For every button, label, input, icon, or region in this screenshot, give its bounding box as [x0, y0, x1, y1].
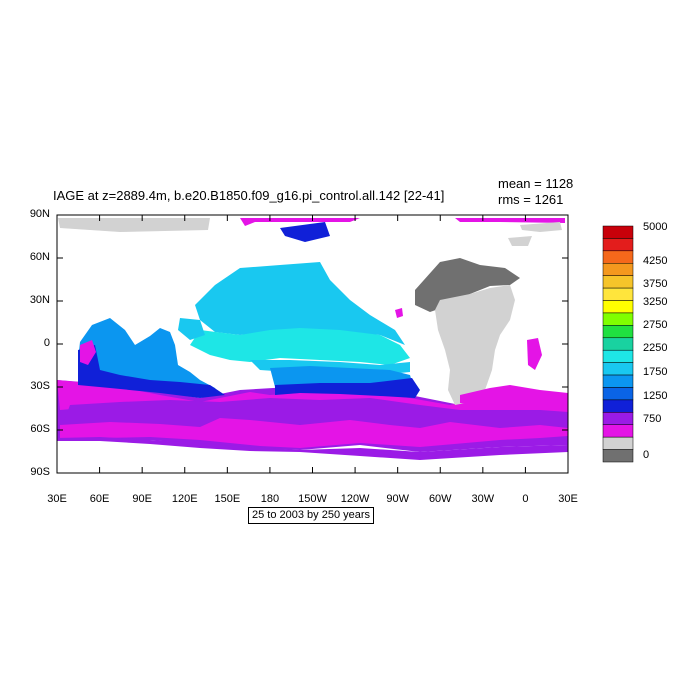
colorbar-swatch: [602, 275, 634, 289]
x-tick-label: 120E: [171, 493, 198, 505]
indian-ocean-blue: [78, 345, 225, 398]
colorbar-label: 2250: [643, 342, 668, 354]
x-tick-label: 0: [522, 493, 529, 505]
colorbar-label: 0: [643, 449, 650, 461]
colorbar-label: 2750: [643, 319, 668, 331]
southern-magenta-band: [60, 418, 568, 448]
north-atlantic-gray-dark: [415, 258, 520, 312]
colorbar-label: 4250: [643, 255, 668, 267]
colorbar-swatch: [602, 412, 634, 425]
x-tick-label: 60W: [428, 493, 452, 505]
x-tick-label: 60E: [89, 493, 110, 505]
colorbar-swatch: [602, 424, 634, 438]
tropical-pacific-cyan: [190, 328, 410, 365]
arctic-gray-region: [58, 218, 210, 232]
colorbar-swatch: [602, 250, 634, 264]
south-pacific-blue: [275, 378, 420, 398]
atlantic-gray-light: [435, 285, 515, 405]
x-tick-label: 30E: [558, 493, 578, 505]
colorbar-swatch: [602, 300, 634, 314]
colorbar-swatch: [602, 325, 634, 339]
colorbar-label: 1750: [643, 366, 668, 378]
north-pacific-sky: [195, 262, 405, 345]
arabian-sea-magenta: [80, 340, 96, 365]
range-note: 25 to 2003 by 250 years: [248, 507, 374, 524]
colorbar-swatch: [602, 349, 634, 363]
colorbar-swatch: [602, 263, 634, 276]
colorbar-label: 3750: [643, 278, 668, 290]
x-tick-label: 30W: [471, 493, 495, 505]
x-tick-label: 90E: [132, 493, 152, 505]
arctic-blue-patch: [280, 222, 330, 242]
rms-stat: rms = 1261: [498, 192, 564, 207]
colorbar-swatch: [602, 436, 634, 450]
colorbar-swatch: [602, 399, 634, 413]
y-tick-label: 30S: [30, 380, 50, 392]
y-axis-ticks: [57, 214, 568, 474]
colorbar-swatch: [602, 362, 634, 376]
y-tick-label: 90N: [29, 208, 50, 220]
y-tick-label: 60S: [30, 423, 50, 435]
colorbar-label: 3250: [643, 296, 668, 308]
south-atlantic-magenta: [460, 385, 568, 405]
colorbar: [602, 225, 634, 463]
x-tick-label: 180: [260, 493, 280, 505]
caribbean-magenta: [395, 308, 403, 318]
x-axis-ticks: [56, 215, 569, 473]
y-tick-label: 90S: [30, 466, 50, 478]
x-tick-label: 90W: [386, 493, 409, 505]
colorbar-swatch: [602, 225, 634, 239]
colorbar-swatch: [602, 312, 634, 326]
x-tick-label: 150W: [298, 493, 327, 505]
mean-stat: mean = 1128: [498, 176, 574, 191]
gulf-magenta-patch: [527, 338, 542, 370]
colorbar-swatch: [602, 449, 634, 463]
colorbar-swatch: [602, 287, 634, 301]
x-tick-label: 120W: [340, 493, 370, 505]
colorbar-swatch: [602, 238, 634, 252]
arctic-east-gray-2: [508, 236, 532, 246]
western-pacific-sky: [178, 318, 205, 340]
x-tick-label: 150E: [214, 493, 241, 505]
y-tick-label: 60N: [29, 251, 50, 263]
y-tick-label: 0: [43, 337, 50, 349]
plot-title: IAGE at z=2889.4m, b.e20.B1850.f09_g16.p…: [53, 188, 445, 203]
colorbar-swatch: [602, 374, 634, 388]
colorbar-label: 5000: [643, 221, 668, 233]
y-tick-label: 30N: [29, 294, 50, 306]
colorbar-swatch: [602, 387, 634, 401]
arctic-east-gray: [520, 222, 562, 232]
south-pacific-azure: [270, 366, 412, 387]
x-tick-label: 30E: [47, 493, 67, 505]
colorbar-label: 750: [643, 413, 662, 425]
southern-purple-south: [57, 437, 568, 460]
colorbar-label: 1250: [643, 390, 668, 402]
ocean-field: [57, 218, 568, 460]
colorbar-swatch: [602, 337, 634, 351]
